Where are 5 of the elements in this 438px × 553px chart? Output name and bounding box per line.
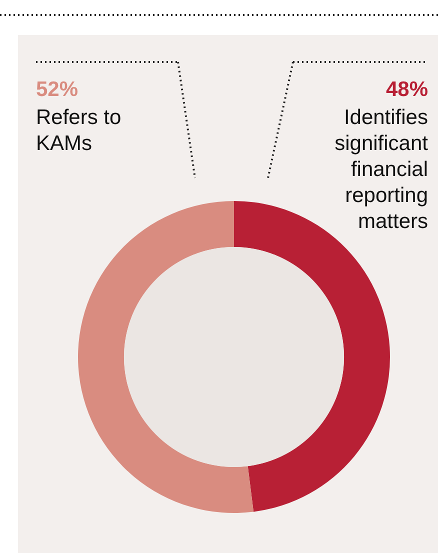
slice-label: Identifies significant financial reporting matters [334,106,428,233]
donut-slice [78,201,254,513]
data-label: 48% [386,78,428,101]
slice-label: Refers to KAMs [36,106,122,155]
data-label: 52% [36,78,78,101]
